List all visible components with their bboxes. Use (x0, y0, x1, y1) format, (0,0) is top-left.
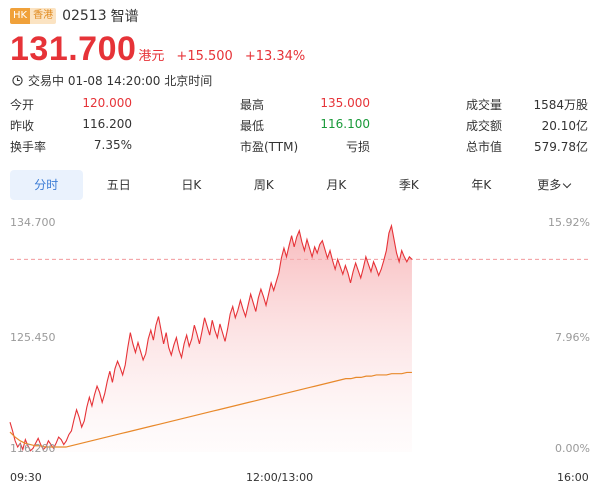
tab-label: 周K (253, 178, 274, 192)
price-change: +15.500 (176, 49, 233, 64)
tab-label: 日K (181, 178, 202, 192)
tab-yearly-k[interactable]: 年K (445, 170, 518, 200)
stock-name: 智谱 (110, 9, 139, 25)
current-price: 131.700 (10, 30, 137, 68)
tab-intraday[interactable]: 分时 (10, 170, 83, 200)
stat-value-market-cap: 579.78亿 (534, 140, 588, 154)
stat-label-turnover-amount: 成交额 (466, 119, 503, 133)
stat-value-low: 116.100 (320, 117, 370, 131)
trade-status: 交易中 01-08 14:20:00 北京时间 (12, 72, 212, 89)
stat-label-pe: 市盈(TTM) (240, 140, 299, 154)
market-badge-region: 香港 (30, 8, 57, 24)
tab-more[interactable]: 更多 (518, 170, 591, 200)
y-tick-label-left: 134.700 (10, 216, 56, 229)
stock-code: 02513 (62, 8, 107, 24)
x-tick-label: 12:00/13:00 (246, 471, 314, 484)
stat-label-volume: 成交量 (466, 98, 503, 112)
price-unit: 港元 (138, 49, 165, 64)
tab-label: 更多 (537, 178, 562, 192)
intraday-chart[interactable]: 134.700 125.450 116.200 15.92% 7.96% 0.00% (0, 210, 600, 491)
tab-label: 年K (471, 178, 492, 192)
stat-label-low: 最低 (240, 119, 265, 133)
x-tick-label: 16:00 (557, 471, 589, 484)
stat-value-turnover-amount: 20.10亿 (541, 119, 588, 133)
stat-label-high: 最高 (240, 98, 265, 112)
stat-value-high: 135.000 (320, 96, 370, 110)
tab-daily-k[interactable]: 日K (155, 170, 228, 200)
stats-row: 今开 120.000 最高 135.000 成交量 1584万股 (0, 96, 600, 116)
y-tick-label-right: 7.96% (555, 331, 590, 344)
stat-label-market-cap: 总市值 (466, 140, 503, 154)
period-tabs: 分时 五日 日K 周K 月K 季K 年K 更多 (10, 170, 590, 200)
market-badge: HK 香港 (10, 8, 57, 24)
y-tick-label-right: 15.92% (548, 216, 590, 229)
tab-weekly-k[interactable]: 周K (228, 170, 301, 200)
stat-value-open: 120.000 (82, 96, 132, 110)
stat-value-pe: 亏损 (345, 140, 370, 154)
stat-value-prev-close: 116.200 (82, 117, 132, 131)
tab-label: 分时 (34, 178, 59, 192)
price-line (9, 223, 413, 452)
price-area (10, 225, 412, 452)
stat-value-volume: 1584万股 (533, 98, 588, 112)
y-tick-label-right: 0.00% (555, 442, 590, 455)
market-badge-hk: HK (10, 8, 31, 24)
stat-label-turnover-rate: 换手率 (10, 140, 47, 154)
stat-value-turnover-rate: 7.35% (93, 138, 132, 152)
tab-label: 月K (326, 178, 347, 192)
trade-status-text: 交易中 01-08 14:20:00 北京时间 (28, 74, 213, 88)
clock-icon (12, 75, 23, 86)
x-tick-label: 09:30 (10, 471, 42, 484)
stats-row: 昨收 116.200 最低 116.100 成交额 20.10亿 (0, 117, 600, 137)
tab-five-day[interactable]: 五日 (83, 170, 156, 200)
price-change-pct: +13.34% (244, 49, 306, 64)
tab-label: 五日 (106, 178, 131, 192)
quote-row: 131.700 港元 +15.500 +13.34% (10, 30, 305, 69)
y-tick-label-left: 125.450 (10, 331, 56, 344)
stock-header: HK 香港 02513 智谱 (10, 6, 139, 26)
stats-row: 换手率 7.35% 市盈(TTM) 亏损 总市值 579.78亿 (0, 138, 600, 158)
stat-label-open: 今开 (10, 98, 35, 112)
tab-monthly-k[interactable]: 月K (300, 170, 373, 200)
tab-label: 季K (398, 178, 419, 192)
y-tick-label-left: 116.200 (10, 442, 56, 455)
stat-label-prev-close: 昨收 (10, 119, 35, 133)
tab-quarterly-k[interactable]: 季K (373, 170, 446, 200)
average-line (9, 371, 412, 448)
chevron-down-icon (563, 179, 572, 189)
